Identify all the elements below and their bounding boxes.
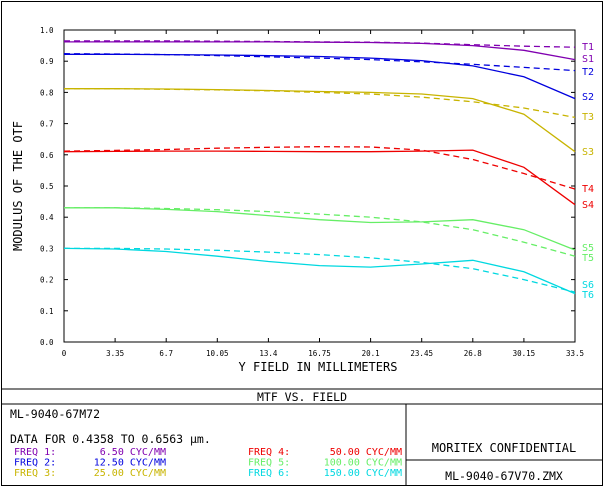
freq-value: 25.00 CYC/MM [94,468,166,479]
y-tick-label: 1.0 [40,26,54,35]
frequency-legend: FREQ 1: 6.50 CYC/MM FREQ 2: 12.50 CYC/MM FRE… [14,447,402,479]
series-line-s3 [64,88,576,153]
x-tick-label: 3.35 [106,349,124,358]
series-label-t3: T3 [582,112,594,123]
footer-title: MTF VS. FIELD [257,390,347,404]
x-tick-label: 30.15 [513,349,536,358]
plot-frame [63,29,576,343]
file-name: ML-9040-67V70.ZMX [445,469,563,483]
freq-value: 6.50 CYC/MM [100,447,166,458]
series-line-t6 [64,247,576,293]
series-line-s6 [63,247,576,295]
y-axis-label: MODULUS OF THE OTF [11,121,25,251]
series-label-s3: S3 [582,147,594,158]
series-label-s4: S4 [582,200,594,211]
freq-value: 150.00 CYC/MM [324,468,402,479]
y-tick-label: 0.9 [40,57,54,66]
freq-label: FREQ 6: [248,468,290,479]
data-range-line: DATA FOR 0.4358 TO 0.6563 μm. [10,432,211,446]
series-line-s2 [64,53,576,100]
x-tick-label: 20.1 [362,349,380,358]
x-tick-label: 0 [62,349,67,358]
x-tick-label: 33.5 [566,349,584,358]
y-tick-label: 0.8 [40,88,54,97]
series-label-s1: S1 [582,54,594,65]
series-label-s2: S2 [582,92,594,103]
y-tick-label: 0.0 [40,338,54,347]
y-tick-label: 0.2 [40,276,54,285]
series-label-t4: T4 [582,184,594,195]
series-line-s1 [64,41,576,61]
x-axis-label: Y FIELD IN MILLIMETERS [239,360,398,374]
y-tick-label: 0.4 [40,213,54,222]
freq-label: FREQ 3: [14,468,56,479]
series-label-s6: S6 [582,280,594,291]
series-label-t2: T2 [582,67,594,78]
axes: 0 3.35 6.7 10.05 13.4 16.75 20.1 23.45 26.8 30.15… [40,26,584,358]
series-label-s5: S5 [582,243,594,254]
series-label-t6: T6 [582,290,594,301]
series-line-t3 [64,88,576,119]
freq-value: 100.00 CYC/MM [324,458,402,469]
y-tick-label: 0.1 [40,307,54,316]
y-tick-label: 0.3 [40,244,54,253]
series-line-s4 [63,149,576,206]
y-tick-label: 0.5 [40,182,54,191]
freq-label: FREQ 2: [14,458,56,469]
series-label-t5: T5 [582,253,594,264]
lens-id: ML-9040-67M72 [10,407,100,421]
x-tick-label: 10.05 [206,349,229,358]
y-tick-label: 0.7 [40,120,54,129]
confidential-label: MORITEX CONFIDENTIAL [432,441,577,455]
series-line-t4 [63,146,576,190]
x-tick-label: 16.75 [308,349,331,358]
x-tick-label: 23.45 [410,349,433,358]
x-tick-label: 13.4 [259,349,278,358]
y-tick-label: 0.6 [40,151,54,160]
series-label-t1: T1 [582,42,594,53]
freq-label: FREQ 1: [14,447,56,458]
freq-value: 50.00 CYC/MM [330,447,402,458]
series-line-t5 [64,207,576,257]
freq-label: FREQ 5: [248,458,290,469]
x-tick-label: 6.7 [159,349,173,358]
x-tick-label: 26.8 [464,349,483,358]
series-line-s5 [64,207,576,251]
freq-value: 12.50 CYC/MM [94,458,166,469]
series-lines [63,40,576,295]
freq-label: FREQ 4: [248,447,290,458]
